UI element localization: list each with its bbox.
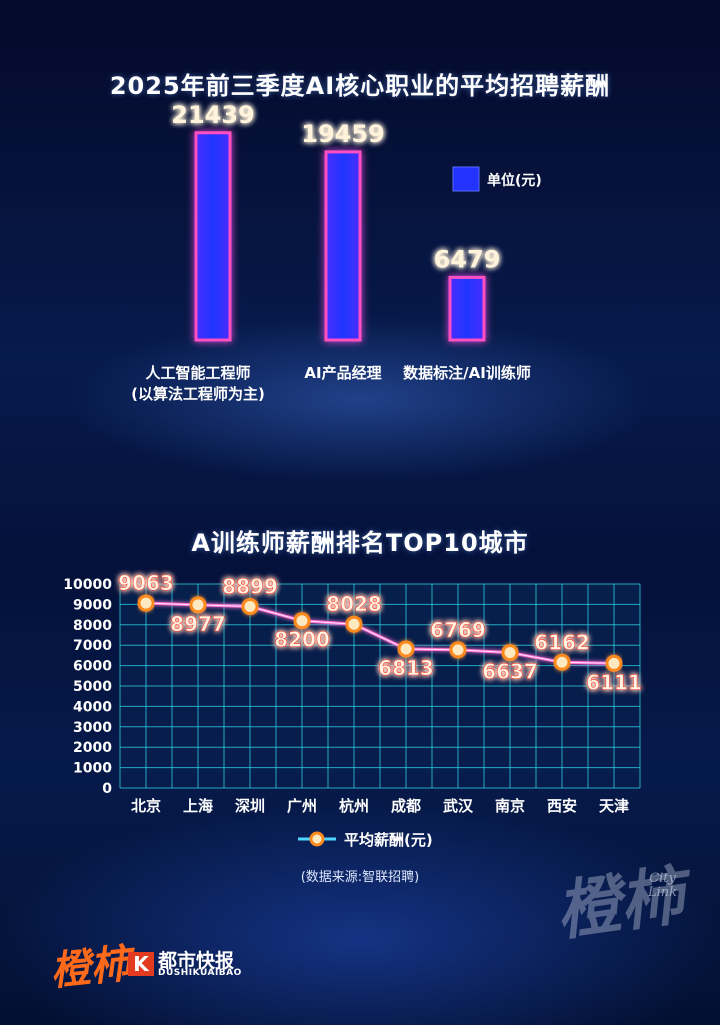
y-tick-label: 4000 bbox=[73, 699, 112, 715]
y-tick-label: 8000 bbox=[73, 618, 112, 634]
y-tick-label: 0 bbox=[102, 781, 112, 797]
x-tick-label: 北京 bbox=[131, 797, 161, 815]
dushikuaibao-name: 都市快报 bbox=[158, 950, 235, 972]
series-line-core bbox=[145, 602, 615, 664]
data-point bbox=[605, 654, 623, 672]
x-tick-label: 西安 bbox=[547, 797, 577, 815]
x-tick-label: 天津 bbox=[599, 797, 629, 815]
bar-chart-title: 2025年前三季度AI核心职业的平均招聘薪酬 bbox=[109, 72, 611, 100]
y-tick-label: 7000 bbox=[73, 638, 112, 654]
data-point bbox=[449, 641, 467, 659]
bar-category-label: (以算法工程师为主) bbox=[131, 385, 265, 403]
y-tick-label: 9000 bbox=[73, 597, 112, 613]
y-tick-label: 2000 bbox=[73, 740, 112, 756]
data-label: 8977 bbox=[170, 612, 226, 636]
bar bbox=[448, 275, 486, 342]
bar-value-label: 6479 bbox=[434, 245, 501, 273]
data-label: 6769 bbox=[430, 618, 486, 642]
data-point bbox=[293, 612, 311, 630]
bar-value-label: 21439 bbox=[171, 101, 255, 129]
dushikuaibao-pinyin: DUSHIKUAIBAO bbox=[158, 968, 242, 978]
x-tick-label: 深圳 bbox=[235, 797, 265, 815]
data-label: 6162 bbox=[534, 630, 590, 654]
x-tick-label: 武汉 bbox=[443, 797, 474, 815]
data-point bbox=[189, 596, 207, 614]
chengshi-logo: 橙柿 bbox=[48, 939, 133, 996]
bar bbox=[194, 131, 232, 342]
bar-category-label: 人工智能工程师 bbox=[145, 364, 250, 382]
bar-category-label: AI产品经理 bbox=[304, 364, 381, 382]
data-label: 8200 bbox=[274, 628, 330, 652]
y-tick-label: 5000 bbox=[73, 679, 112, 695]
data-label: 6813 bbox=[378, 656, 434, 680]
y-tick-label: 1000 bbox=[73, 761, 112, 777]
y-tick-label: 6000 bbox=[73, 659, 112, 675]
dushikuaibao-k-mark: K bbox=[128, 952, 154, 976]
line-legend-label: 平均薪酬(元) bbox=[344, 831, 433, 849]
y-tick-label: 3000 bbox=[73, 720, 112, 736]
data-point bbox=[553, 653, 571, 671]
x-tick-label: 上海 bbox=[183, 797, 213, 815]
data-source-note: (数据来源:智联招聘) bbox=[300, 870, 420, 885]
city-link-watermark: City Link bbox=[648, 871, 678, 900]
y-tick-label: 10000 bbox=[63, 577, 112, 593]
data-label: 8028 bbox=[326, 592, 382, 616]
legend-label: 单位(元) bbox=[487, 172, 542, 189]
data-label: 6637 bbox=[482, 660, 538, 684]
x-tick-label: 杭州 bbox=[339, 797, 369, 815]
data-label: 8899 bbox=[222, 574, 278, 598]
data-point bbox=[137, 594, 155, 612]
bar-category-label: 数据标注/AI训练师 bbox=[403, 364, 531, 382]
x-tick-label: 成都 bbox=[391, 797, 421, 815]
line-chart-title: A训练师薪酬排名TOP10城市 bbox=[191, 529, 529, 557]
data-point bbox=[397, 640, 415, 658]
x-tick-label: 南京 bbox=[495, 797, 525, 815]
line-legend-marker bbox=[309, 831, 325, 847]
data-point bbox=[241, 597, 259, 615]
bar-value-label: 19459 bbox=[301, 120, 385, 148]
x-tick-label: 广州 bbox=[287, 797, 317, 815]
legend-swatch bbox=[452, 166, 480, 192]
data-point bbox=[501, 644, 519, 662]
data-label: 6111 bbox=[586, 670, 642, 694]
data-point bbox=[345, 615, 363, 633]
bar bbox=[324, 150, 362, 342]
data-label: 9063 bbox=[118, 571, 174, 595]
